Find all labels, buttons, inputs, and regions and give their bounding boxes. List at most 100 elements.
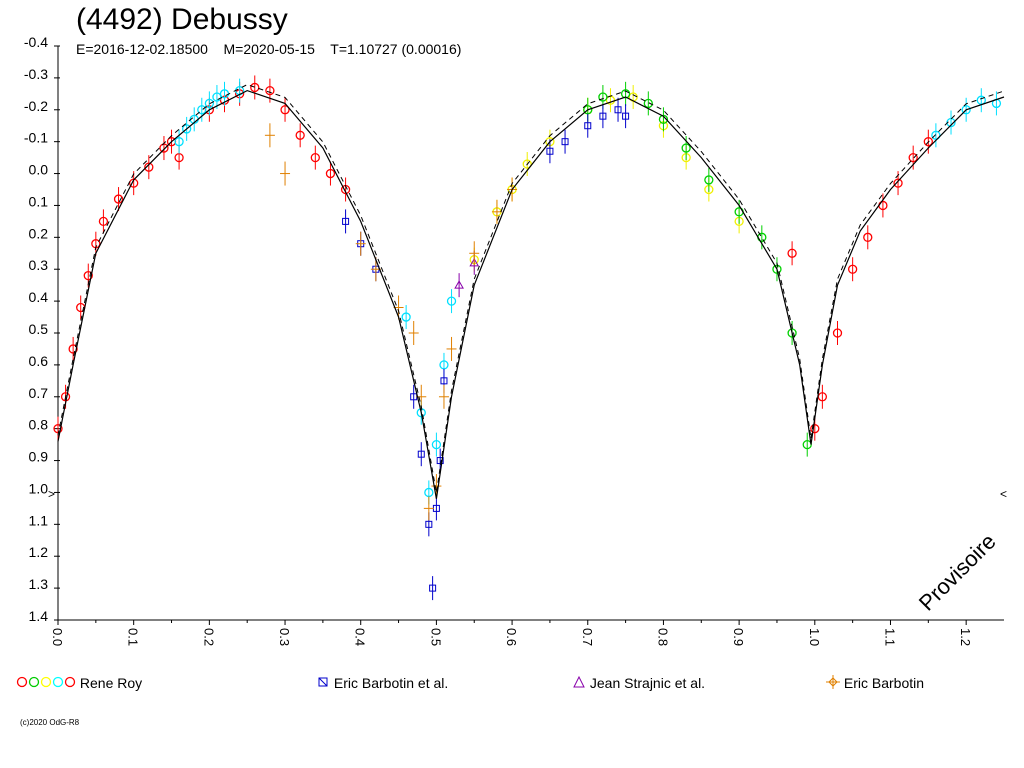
- x-tick-label: 0.5: [428, 628, 443, 646]
- data-point: [432, 496, 440, 521]
- data-point: [931, 123, 941, 148]
- y-tick-label: 0.5: [29, 321, 49, 337]
- data-point: [832, 321, 843, 345]
- data-point: [342, 209, 350, 234]
- legend-marker: [40, 677, 52, 688]
- chart-ticks: -0.4 -0.3 -0.2 -0.1 0.0 0.1 0.2 0.3 0.4 0.5 0.6 0.7…: [24, 34, 973, 646]
- legend-marker: [64, 677, 76, 688]
- x-tick-label: 1.0: [807, 628, 822, 646]
- y-tick-label: 0.1: [29, 193, 49, 209]
- y-tick-label: 1.3: [29, 576, 49, 592]
- y-tick-label: 0.9: [29, 449, 49, 465]
- legend-symbol-icon: [826, 674, 840, 694]
- data-point: [620, 81, 631, 106]
- legend-label: Jean Strajnic et al.: [589, 675, 706, 691]
- data-point: [431, 432, 442, 457]
- x-tick-label: 0.2: [201, 628, 216, 646]
- fit-curve-dashed: [57, 84, 1005, 493]
- data-point: [431, 474, 442, 499]
- data-point: [446, 289, 457, 314]
- data-point: [863, 225, 873, 250]
- data-point: [454, 273, 464, 298]
- x-tick-label: 0.8: [655, 628, 670, 646]
- x-tick-label: 0.0: [50, 628, 65, 646]
- x-tick-label: 0.6: [504, 628, 519, 646]
- data-point: [622, 104, 630, 129]
- data-point: [991, 91, 1002, 116]
- data-point: [469, 241, 480, 266]
- left-edge-marker: >: [48, 487, 55, 501]
- data-point: [295, 123, 305, 148]
- y-tick-label: -0.2: [24, 98, 48, 114]
- data-point: [280, 97, 290, 122]
- data-point: [264, 123, 275, 148]
- data-point: [355, 231, 366, 256]
- data-point: [681, 136, 691, 161]
- data-point: [976, 88, 986, 113]
- chart-subtitle: E=2016-12-02.18500 M=2020-05-15 T=1.1072…: [76, 41, 462, 57]
- y-tick-label: 0.8: [29, 417, 49, 433]
- y-tick-label: -0.1: [24, 130, 48, 146]
- legend-item-rene-roy: Rene Roy: [16, 673, 142, 694]
- legend-item-eric-barbotin: Eric Barbotin: [826, 673, 924, 694]
- fit-curve-line: [57, 89, 1005, 499]
- data-point: [614, 97, 622, 122]
- y-tick-label: 1.1: [29, 512, 49, 528]
- data-point: [429, 576, 437, 601]
- legend-label: Rene Roy: [79, 675, 143, 691]
- data-point: [438, 384, 449, 409]
- legend-marker: [16, 677, 28, 688]
- data-point: [280, 161, 291, 186]
- data-point: [113, 187, 124, 212]
- legend-marker: [573, 676, 585, 688]
- data-point: [658, 107, 669, 132]
- data-point: [68, 336, 78, 361]
- data-point: [204, 91, 215, 116]
- fit-curve: [57, 84, 1005, 499]
- x-tick-label: 0.4: [353, 628, 368, 646]
- x-tick-label: 1.2: [958, 628, 973, 646]
- data-point: [643, 91, 653, 116]
- data-point: [561, 129, 569, 154]
- data-point: [197, 97, 207, 122]
- y-tick-label: 1.4: [29, 608, 49, 624]
- data-point: [599, 104, 607, 129]
- x-tick-label: 1.1: [882, 628, 897, 646]
- data-point: [159, 136, 169, 161]
- data-point: [325, 161, 336, 186]
- data-point: [787, 241, 797, 266]
- legend-marker: [52, 677, 64, 688]
- legend-label: Eric Barbotin et al.: [333, 675, 449, 691]
- data-point: [605, 88, 616, 113]
- data-point: [584, 113, 592, 138]
- data-point: [908, 145, 918, 170]
- y-tick-label: 0.7: [29, 385, 49, 401]
- data-point: [491, 199, 502, 224]
- legend-marker: [28, 677, 40, 688]
- data-point: [53, 416, 63, 441]
- data-point: [704, 167, 714, 192]
- y-tick-label: 1.2: [29, 544, 49, 560]
- x-tick-label: 0.7: [580, 628, 595, 646]
- legend-symbol-icon: [316, 674, 330, 694]
- data-point: [757, 225, 767, 250]
- data-point: [401, 305, 411, 330]
- data-point: [310, 145, 320, 170]
- legend-item-jean-strajnic-et-al: Jean Strajnic et al.: [572, 673, 705, 694]
- data-point: [408, 321, 419, 345]
- legend-symbol-icon: [572, 674, 586, 694]
- data-point: [144, 155, 154, 180]
- data-point: [250, 75, 260, 100]
- legend-symbol-icon: [16, 674, 76, 694]
- x-tick-label: 0.9: [731, 628, 746, 646]
- data-point: [628, 85, 638, 110]
- data-points: [53, 75, 1002, 601]
- legend-item-eric-barbotin-et-al: Eric Barbotin et al.: [316, 673, 448, 694]
- chart-axes: [57, 46, 1004, 621]
- data-point: [174, 129, 184, 154]
- copyright-note: (c)2020 OdG-R8: [20, 718, 80, 727]
- legend-marker: [318, 677, 328, 687]
- data-point: [417, 442, 425, 467]
- data-point: [423, 496, 434, 521]
